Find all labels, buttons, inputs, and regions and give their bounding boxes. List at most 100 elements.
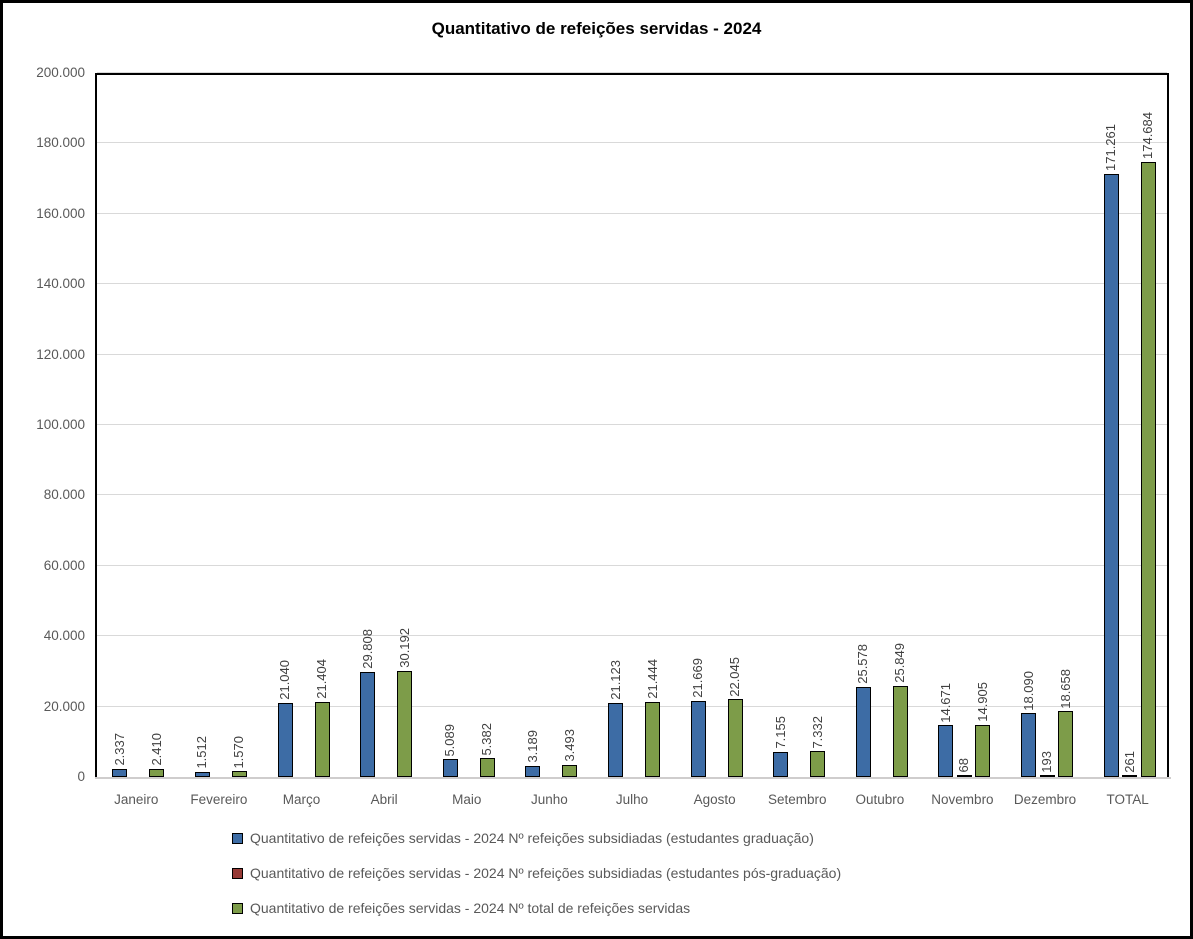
bar-total-junho[interactable] [562,764,578,777]
y-axis-tick-label: 0 [77,769,85,784]
bar-data-label-pos-graduacao-novembro: 68 [956,758,972,773]
bar-graduacao-junho[interactable] [525,765,541,777]
bar-total-fevereiro[interactable] [231,771,247,777]
y-axis-tick-label: 100.000 [36,417,85,432]
gridline [97,564,1167,566]
gridline [97,283,1167,285]
x-axis-label-agosto: Agosto [693,792,736,807]
bar-data-label-total-fevereiro: 1.570 [231,735,247,769]
x-axis-label-março: Março [282,792,321,807]
legend-item-graduacao[interactable]: Quantitativo de refeições servidas - 202… [232,830,841,846]
bar-total-novembro[interactable] [975,724,991,777]
x-axis-label-total: TOTAL [1106,792,1149,807]
x-axis-label-dezembro: Dezembro [1013,792,1077,807]
legend-marker-pos-graduacao [232,867,243,879]
bar-total-março[interactable] [314,701,330,777]
x-axis-label-fevereiro: Fevereiro [190,792,248,807]
gridline [97,424,1167,425]
bar-data-label-graduacao-total: 171.261 [1103,124,1119,172]
bar-data-label-graduacao-agosto: 21.669 [690,657,706,698]
legend-label-graduacao: Quantitativo de refeições servidas - 202… [250,830,814,846]
bar-graduacao-agosto[interactable] [690,700,706,777]
bar-data-label-total-julho: 21.444 [644,658,660,699]
bar-data-label-graduacao-janeiro: 2.337 [111,733,127,766]
x-axis-label-setembro: Setembro [767,792,827,807]
bar-data-label-graduacao-novembro: 14.671 [937,682,953,723]
legend-label-pos-graduacao: Quantitativo de refeições servidas - 202… [250,865,842,881]
bar-data-label-total-abril: 30.192 [396,627,412,668]
x-axis-label-maio: Maio [452,792,482,807]
x-axis-label-abril: Abril [370,792,398,807]
bar-graduacao-janeiro[interactable] [112,768,128,777]
bar-graduacao-total[interactable] [1103,174,1119,777]
gridline [97,353,1167,355]
bar-data-label-total-setembro: 7.332 [809,715,825,749]
bar-graduacao-março[interactable] [277,702,293,777]
y-axis-tick-label: 80.000 [43,487,85,503]
bar-data-label-graduacao-outubro: 25.578 [855,644,871,684]
y-axis-tick-label: 20.000 [43,698,85,714]
legend-label-total: Quantitativo de refeições servidas - 202… [250,900,691,916]
gridline [97,142,1167,144]
y-axis-tick-label: 60.000 [43,557,85,573]
bar-total-abril[interactable] [397,670,413,777]
bar-data-label-graduacao-setembro: 7.155 [772,716,788,749]
y-axis-tick-label: 160.000 [36,205,85,221]
bar-data-label-total-dezembro: 18.658 [1057,668,1073,709]
bar-total-outubro[interactable] [892,686,908,777]
bar-graduacao-novembro[interactable] [938,725,954,777]
bar-data-label-total-janeiro: 2.410 [148,732,164,766]
bar-graduacao-outubro[interactable] [855,686,871,777]
bar-graduacao-julho[interactable] [608,702,623,777]
bar-pos-graduacao-novembro[interactable] [956,775,972,777]
gridline [97,705,1167,707]
bar-data-label-pos-graduacao-total: 261 [1121,750,1137,773]
bar-total-janeiro[interactable] [149,768,165,777]
y-axis-tick-label: 180.000 [36,135,85,151]
x-axis-label-junho: Junho [530,792,568,807]
bar-pos-graduacao-dezembro[interactable] [1039,775,1055,777]
bar-data-label-total-novembro: 14.905 [974,681,990,722]
y-axis-tick-label: 140.000 [36,276,85,292]
y-axis-tick-label: 40.000 [43,628,85,644]
bar-total-agosto[interactable] [727,699,743,777]
x-axis-label-novembro: Novembro [931,792,994,807]
x-axis-line [95,777,1171,779]
x-axis-label-julho: Julho [615,792,649,807]
bar-graduacao-fevereiro[interactable] [194,771,210,777]
y-axis-tick-label: 120.000 [36,346,85,362]
bar-total-julho[interactable] [645,701,660,777]
bar-data-label-pos-graduacao-dezembro: 193 [1039,750,1055,773]
bar-total-total[interactable] [1140,162,1156,777]
bar-data-label-graduacao-maio: 5.089 [442,723,458,757]
bar-data-label-total-junho: 3.493 [561,729,577,762]
bar-total-maio[interactable] [479,758,495,777]
bar-total-dezembro[interactable] [1058,711,1074,777]
legend-item-total[interactable]: Quantitativo de refeições servidas - 202… [232,900,841,916]
chart-legend: Quantitativo de refeições servidas - 202… [232,830,841,935]
bar-data-label-total-outubro: 25.849 [892,643,908,684]
bar-graduacao-abril[interactable] [360,672,376,777]
bar-data-label-total-agosto: 22.045 [727,656,743,697]
y-axis-tick-label: 200.000 [36,65,85,80]
legend-item-pos-graduacao[interactable]: Quantitativo de refeições servidas - 202… [232,865,841,881]
bar-data-label-graduacao-março: 21.040 [277,660,293,700]
bar-data-label-total-maio: 5.382 [479,722,495,756]
bar-graduacao-maio[interactable] [442,759,458,777]
gridline [97,635,1167,637]
bar-data-label-graduacao-fevereiro: 1.512 [194,736,210,769]
bar-data-label-total-total: 174.684 [1140,112,1156,160]
plot-area: 2.337 1.512 21.040 29.808 5.089 3.189 21.123 21… [95,72,1169,777]
x-axis-label-janeiro: Janeiro [114,792,159,807]
bar-pos-graduacao-total[interactable] [1122,775,1138,777]
bar-data-label-total-março: 21.404 [314,658,330,699]
chart-title: Quantitativo de refeições servidas - 202… [431,19,762,38]
bar-graduacao-dezembro[interactable] [1021,713,1037,777]
bar-graduacao-setembro[interactable] [773,751,789,777]
legend-marker-graduacao [232,832,243,844]
legend-marker-total [232,902,243,914]
bar-data-label-graduacao-julho: 21.123 [607,659,623,700]
x-axis-label-outubro: Outubro [855,792,905,807]
bar-total-setembro[interactable] [810,751,826,777]
gridline [97,212,1167,214]
